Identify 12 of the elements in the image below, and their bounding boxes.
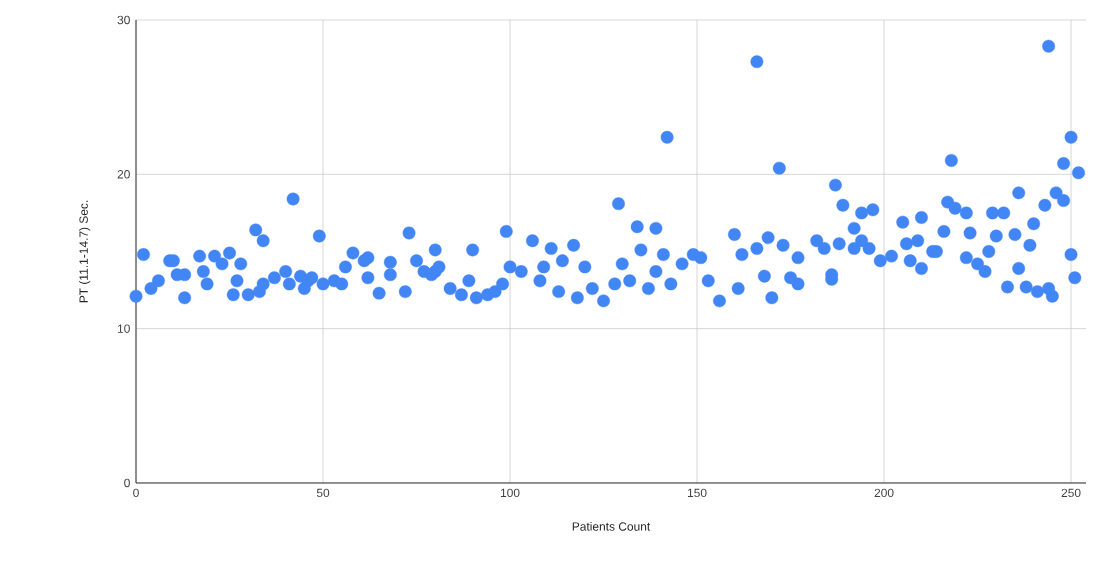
y-tick-label: 20 bbox=[117, 170, 130, 179]
y-axis-title: PT (11.1-14.7) Sec. bbox=[79, 200, 91, 303]
y-tick-label: 0 bbox=[124, 478, 130, 488]
x-tick-label: 150 bbox=[687, 488, 707, 498]
y-tick-label: 10 bbox=[117, 324, 130, 333]
y-tick-label: 30 bbox=[117, 15, 130, 25]
x-axis-title: Patients Count bbox=[572, 521, 651, 531]
x-tick-label: 100 bbox=[500, 488, 520, 498]
x-tick-label: 250 bbox=[1061, 488, 1081, 498]
x-tick-label: 0 bbox=[133, 488, 139, 498]
x-tick-label: 50 bbox=[316, 488, 330, 498]
x-tick-label: 200 bbox=[874, 488, 894, 498]
